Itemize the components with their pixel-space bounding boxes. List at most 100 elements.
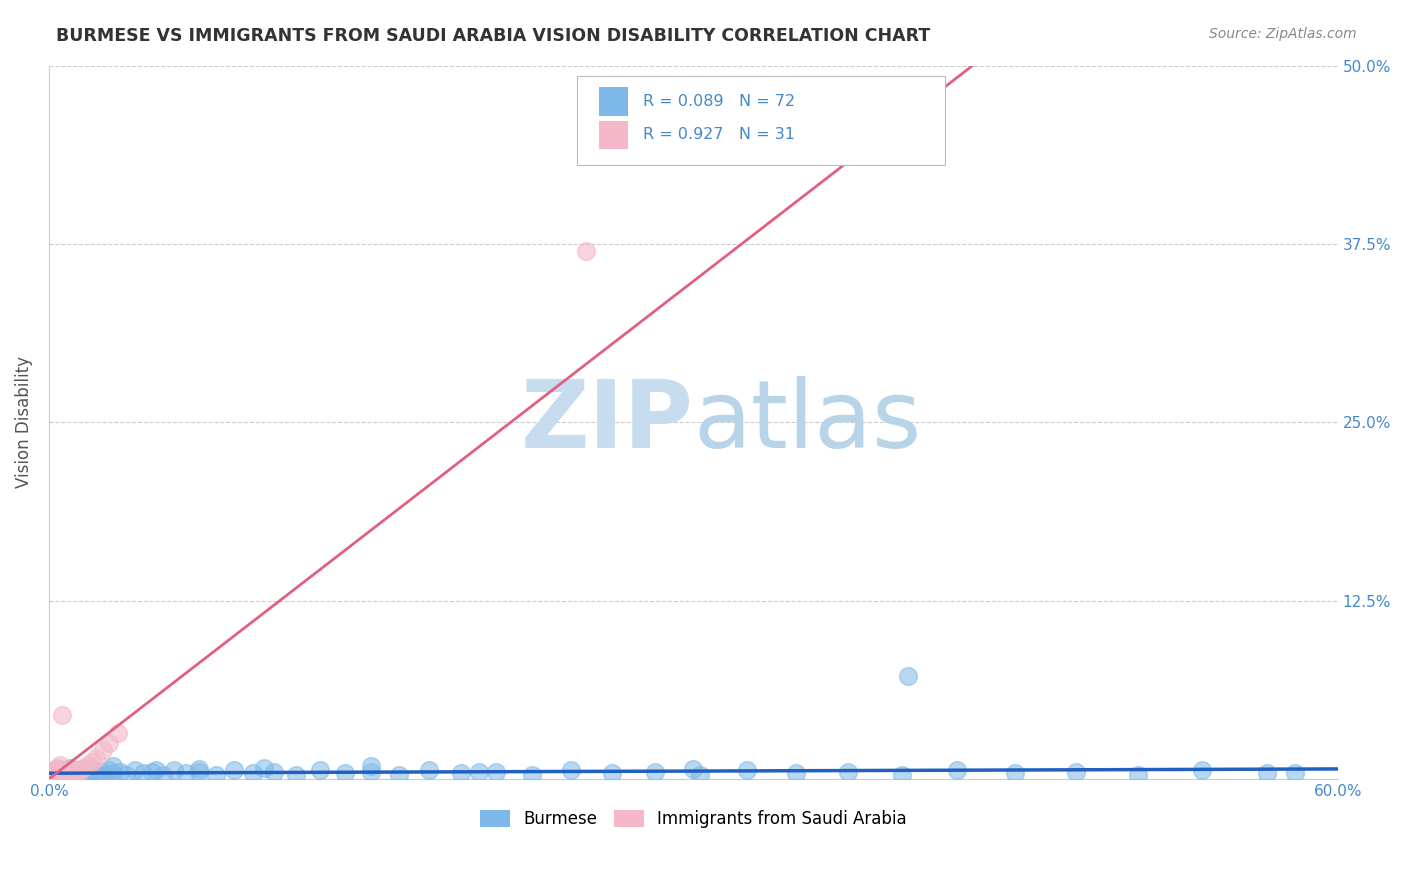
FancyBboxPatch shape	[599, 87, 627, 116]
Point	[360, 764, 382, 779]
Point	[1191, 764, 1213, 778]
Point	[418, 764, 440, 778]
Point	[72, 764, 94, 778]
Text: ZIP: ZIP	[520, 376, 693, 468]
Point	[1284, 766, 1306, 780]
Point	[575, 244, 598, 258]
Point	[53, 766, 76, 780]
Point	[66, 764, 89, 778]
Point	[222, 764, 245, 778]
Point	[785, 766, 807, 780]
Point	[485, 764, 508, 779]
Point	[67, 764, 90, 779]
Point	[897, 669, 920, 683]
Point	[188, 762, 211, 776]
Point	[80, 755, 103, 769]
Point	[837, 764, 859, 779]
Point	[91, 743, 114, 757]
Legend: Burmese, Immigrants from Saudi Arabia: Burmese, Immigrants from Saudi Arabia	[474, 804, 914, 835]
Point	[76, 757, 98, 772]
Point	[103, 759, 125, 773]
Point	[450, 766, 472, 780]
FancyBboxPatch shape	[578, 77, 945, 165]
Point	[689, 767, 711, 781]
Point	[67, 764, 90, 779]
Point	[890, 767, 912, 781]
Point	[42, 764, 65, 779]
Text: R = 0.927   N = 31: R = 0.927 N = 31	[643, 128, 794, 143]
Point	[58, 767, 80, 781]
Point	[108, 764, 131, 779]
Point	[48, 764, 70, 779]
Point	[467, 764, 489, 779]
Text: atlas: atlas	[693, 376, 921, 468]
Point	[205, 767, 228, 781]
Point	[48, 767, 70, 781]
Point	[51, 707, 73, 722]
Point	[560, 764, 582, 778]
Point	[59, 764, 82, 779]
Point	[48, 757, 70, 772]
Point	[55, 764, 77, 779]
Point	[62, 764, 84, 779]
Point	[55, 764, 77, 778]
Point	[62, 764, 84, 778]
Point	[42, 764, 65, 779]
Point	[145, 764, 167, 778]
Point	[44, 766, 66, 780]
Point	[103, 766, 125, 780]
Point	[42, 767, 65, 781]
Point	[188, 764, 211, 779]
Point	[84, 766, 107, 780]
Point	[53, 767, 76, 781]
Point	[94, 767, 117, 781]
Point	[1004, 766, 1026, 780]
Point	[162, 764, 184, 778]
Point	[72, 760, 94, 774]
Point	[80, 764, 103, 778]
Point	[600, 766, 623, 780]
Point	[51, 764, 73, 779]
Point	[44, 762, 66, 776]
Point	[132, 766, 155, 780]
Point	[253, 760, 276, 774]
Point	[141, 764, 163, 779]
Point	[59, 766, 82, 780]
Point	[62, 766, 84, 780]
Point	[263, 764, 285, 779]
FancyBboxPatch shape	[599, 120, 627, 149]
Point	[53, 766, 76, 780]
Point	[115, 767, 138, 781]
Point	[89, 764, 111, 779]
Point	[335, 766, 357, 780]
Point	[1126, 767, 1149, 781]
Point	[735, 764, 758, 778]
Point	[80, 762, 103, 776]
Point	[46, 760, 69, 774]
Point	[58, 767, 80, 781]
Point	[176, 766, 198, 780]
Point	[98, 764, 121, 778]
Text: Source: ZipAtlas.com: Source: ZipAtlas.com	[1209, 27, 1357, 41]
Point	[946, 764, 969, 778]
Point	[44, 766, 66, 780]
Point	[682, 762, 704, 776]
Point	[98, 736, 121, 750]
Point	[84, 750, 107, 764]
Point	[107, 726, 129, 740]
Point	[39, 769, 62, 783]
Point	[70, 766, 93, 780]
Point	[66, 767, 89, 781]
Point	[308, 764, 330, 778]
Point	[388, 767, 411, 781]
Point	[39, 767, 62, 781]
Point	[79, 766, 101, 780]
Point	[285, 767, 308, 781]
Point	[242, 766, 264, 780]
Point	[644, 764, 666, 779]
Point	[59, 760, 82, 774]
Point	[46, 767, 69, 781]
Text: BURMESE VS IMMIGRANTS FROM SAUDI ARABIA VISION DISABILITY CORRELATION CHART: BURMESE VS IMMIGRANTS FROM SAUDI ARABIA …	[56, 27, 931, 45]
Point	[522, 767, 544, 781]
Point	[360, 759, 382, 773]
